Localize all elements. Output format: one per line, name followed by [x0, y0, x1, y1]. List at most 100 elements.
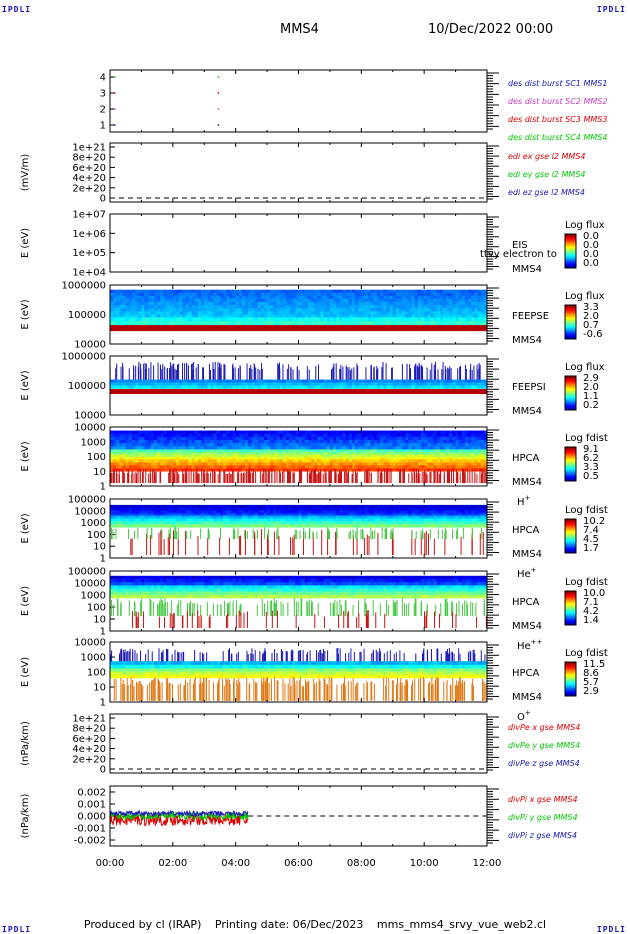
spectrogram-cell — [465, 308, 469, 312]
spectrogram-cell — [402, 302, 406, 306]
spectrogram-cell — [395, 451, 400, 455]
spectrogram-cell — [380, 512, 384, 516]
spectrogram-cell — [232, 317, 236, 322]
spectrogram-cell — [427, 298, 431, 303]
spectrogram-cell — [179, 317, 183, 322]
spectrogram-cell — [285, 311, 290, 315]
spectrogram-cell — [207, 462, 211, 466]
spectrogram-cell — [119, 305, 123, 309]
spectrogram-cell — [235, 451, 240, 455]
spectrogram-cell — [254, 430, 258, 434]
spectrogram-cell — [169, 298, 174, 303]
spectrogram-cell — [307, 451, 312, 455]
spectrogram-cell — [421, 465, 425, 469]
spectrogram-cell — [125, 456, 130, 460]
spectrogram-cell — [223, 465, 227, 469]
spectrogram-cell — [383, 507, 387, 511]
spectrogram-cell — [113, 451, 117, 455]
spectrogram-cell — [402, 292, 406, 297]
spectrogram-cell — [213, 382, 218, 386]
spectrogram-cell — [320, 449, 324, 453]
spectrogram-cell — [358, 456, 362, 460]
spectrogram-cell — [477, 504, 482, 508]
spectrogram-cell — [194, 454, 199, 458]
spectrogram-cell — [116, 308, 120, 312]
y-tick-label: 100000 — [68, 310, 106, 321]
spectrogram-cell — [399, 454, 403, 458]
spectrogram-cell — [235, 298, 240, 303]
spectrogram-cell — [465, 289, 469, 294]
spectrogram-cell — [238, 305, 243, 309]
spectrogram-cell — [248, 510, 252, 514]
spectrogram-cell — [480, 446, 485, 450]
spectrogram-cell — [348, 305, 353, 309]
spectrogram-cell — [399, 321, 403, 326]
spectrogram-cell — [153, 510, 158, 514]
colorbar-segment — [565, 389, 576, 392]
spectrogram-cell — [163, 449, 167, 453]
spectrogram-cell — [311, 298, 315, 303]
spectrogram-cell — [424, 449, 428, 453]
spectrogram-cell — [446, 305, 450, 309]
spectrogram-cell — [113, 449, 117, 453]
spectrogram-cell — [339, 305, 343, 309]
spectrogram-cell — [392, 446, 397, 450]
spectrogram-cell — [172, 446, 177, 450]
spectrogram-cell — [248, 305, 252, 309]
spectrogram-cell — [226, 446, 230, 450]
spectrogram-cell — [427, 379, 431, 383]
spectrogram-cell — [226, 465, 230, 469]
spectrogram-cell — [301, 305, 306, 309]
spectrogram-cell — [135, 292, 139, 297]
spectrogram-cell — [333, 379, 337, 383]
spectrogram-cell — [232, 379, 236, 383]
y-tick-label: 100000 — [68, 495, 106, 506]
spectrogram-cell — [395, 512, 400, 516]
spectrogram-cell — [267, 311, 271, 315]
spectrogram-cell — [166, 504, 170, 508]
spectrogram-cell — [323, 308, 328, 312]
spectrogram-cell — [304, 462, 309, 466]
spectrogram-cell — [260, 308, 265, 312]
spectrogram-cell — [370, 449, 375, 453]
spectrogram-cell — [135, 295, 139, 300]
spectrogram-cell — [213, 314, 218, 318]
spectrogram-cell — [436, 302, 441, 306]
spectrogram-cell — [128, 449, 133, 453]
spectrogram-cell — [144, 451, 148, 455]
spectrogram-cell — [153, 430, 158, 434]
spectrogram-cell — [433, 446, 438, 450]
spectrogram-cell — [317, 459, 321, 463]
spectrogram-cell — [213, 468, 218, 472]
spectrogram-cell — [468, 295, 472, 300]
spectrogram-cell — [204, 289, 208, 294]
spectrogram-cell — [241, 311, 246, 315]
spectrogram-cell — [304, 507, 309, 511]
colorbar-segment — [565, 307, 576, 309]
colorbar-segment — [565, 391, 576, 394]
spectrogram-cell — [421, 510, 425, 514]
colorbar-segment — [565, 315, 576, 317]
colorbar-segment — [565, 386, 576, 388]
spectrogram-cell — [436, 430, 441, 434]
spectrogram-cell — [380, 292, 384, 297]
spectrogram-cell — [150, 449, 155, 453]
spectrogram-cell — [399, 449, 403, 453]
spectrogram-cell — [213, 443, 218, 447]
spectrogram-cell — [480, 436, 485, 441]
spectrogram-cell — [270, 314, 274, 318]
spectrogram-cell — [235, 289, 240, 294]
spectrogram-cell — [138, 311, 142, 315]
spectrogram-cell — [377, 311, 381, 315]
spectrogram-cell — [204, 308, 208, 312]
spectrogram-cell — [317, 510, 321, 514]
colorbar-segment — [565, 320, 576, 323]
spectrogram-cell — [131, 321, 136, 326]
spectrogram-cell — [169, 451, 174, 455]
spectrogram-cell — [443, 504, 447, 508]
spectrogram-cell — [471, 292, 475, 297]
spectrogram-cell — [474, 468, 478, 472]
spectrogram-cell — [370, 385, 375, 389]
spectrogram-cell — [461, 465, 466, 469]
spectrogram-cell — [339, 302, 343, 306]
